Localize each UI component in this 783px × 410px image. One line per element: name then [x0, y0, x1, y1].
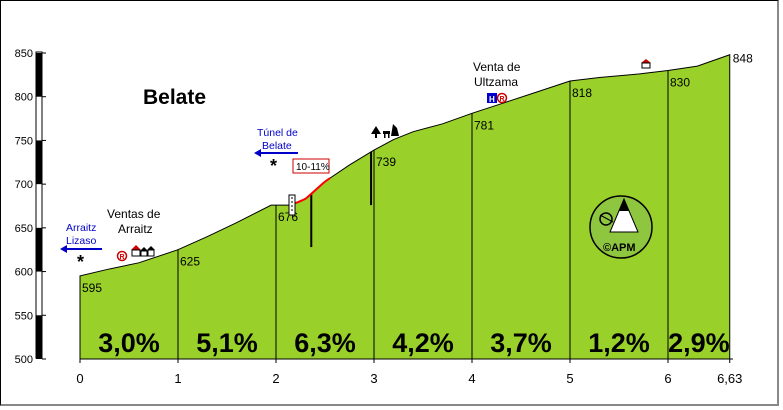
ventas-label-line1: Ventas de [107, 207, 161, 221]
x-tick-label: 3 [370, 371, 377, 386]
y-tick-label: 550 [15, 310, 33, 322]
grade-label: 4,2% [392, 328, 454, 358]
elevation-label: 739 [376, 155, 396, 169]
restaurant-icon: R [496, 92, 508, 104]
grade-label: 3,0% [98, 328, 160, 358]
elevation-label: 781 [474, 118, 494, 132]
segment-dividers [177, 70, 669, 359]
restaurant-icon: R [116, 250, 128, 262]
house-icon [641, 59, 651, 69]
grade-label: 1,2% [588, 328, 650, 358]
x-tick-label: 4 [468, 371, 475, 386]
logo-text: ©APM [603, 242, 636, 254]
y-axis-bar [35, 51, 43, 359]
svg-text:R: R [120, 254, 125, 261]
y-tick-label: 600 [15, 267, 33, 279]
y-tick-label: 800 [15, 92, 33, 104]
x-tick-label: 6 [664, 371, 671, 386]
x-axis-ticks: 0 1 2 3 4 5 6 6,63 [76, 359, 742, 386]
elevation-profile-area [79, 54, 731, 360]
steep-section-line [295, 177, 331, 205]
elevation-label: 830 [670, 75, 690, 89]
star-mark: * [270, 156, 277, 176]
y-tick-label: 700 [15, 179, 33, 191]
steep-grade-box [292, 158, 330, 174]
steep-grade-label: 10-11% [296, 162, 330, 173]
elevation-label: 848 [733, 52, 753, 66]
left-arrow-icon [60, 245, 102, 253]
elevation-label: 625 [180, 255, 200, 269]
star-mark: * [77, 252, 84, 272]
tunnel-icon [288, 194, 296, 216]
chart-title: Belate [143, 86, 206, 109]
venta-label-line2: Ultzama [474, 75, 518, 89]
y-axis-bar-block [36, 315, 42, 359]
elevation-label: 818 [572, 86, 592, 100]
y-tick-label: 750 [15, 135, 33, 147]
y-axis-bar-block [36, 227, 42, 272]
grade-label: 6,3% [294, 328, 356, 358]
x-tick-label: 2 [272, 371, 279, 386]
arraitz-link-line2[interactable]: Lizaso [66, 235, 97, 247]
apm-logo: ©APM [589, 195, 653, 259]
svg-text:H: H [489, 95, 495, 104]
y-tick-label: 500 [15, 354, 33, 366]
grade-label: 2,9% [668, 328, 730, 358]
x-tick-label: 5 [566, 371, 573, 386]
x-tick-label: 1 [174, 371, 181, 386]
y-tick-label: 650 [15, 223, 33, 235]
grade-label: 5,1% [196, 328, 258, 358]
hotel-icon: H [487, 93, 497, 104]
tunel-link-line1[interactable]: Túnel de [257, 127, 298, 139]
picnic-icon [371, 124, 399, 138]
x-tick-label: 0 [76, 371, 83, 386]
grade-labels: 3,0% 5,1% 6,3% 4,2% 3,7% 1,2% 2,9% [98, 328, 729, 358]
ventas-label-line2: Arraitz [118, 222, 153, 236]
x-tick-label: 6,63 [717, 371, 742, 386]
y-axis-bar-blocks [36, 53, 42, 359]
y-axis-bar-block [36, 140, 42, 185]
left-arrow-icon [254, 149, 298, 157]
y-axis-bar-block [36, 53, 42, 97]
elevation-label: 595 [82, 281, 102, 295]
svg-text:R: R [500, 96, 505, 103]
grade-label: 3,7% [490, 328, 552, 358]
arraitz-link-line1[interactable]: Arraitz [66, 222, 96, 234]
houses-icon [131, 245, 155, 257]
y-axis-ticks: 500 550 600 650 700 750 800 850 [15, 48, 46, 366]
y-tick-label: 850 [15, 48, 33, 60]
venta-label-line1: Venta de [473, 60, 521, 74]
tunel-link-line2[interactable]: Belate [262, 140, 292, 152]
